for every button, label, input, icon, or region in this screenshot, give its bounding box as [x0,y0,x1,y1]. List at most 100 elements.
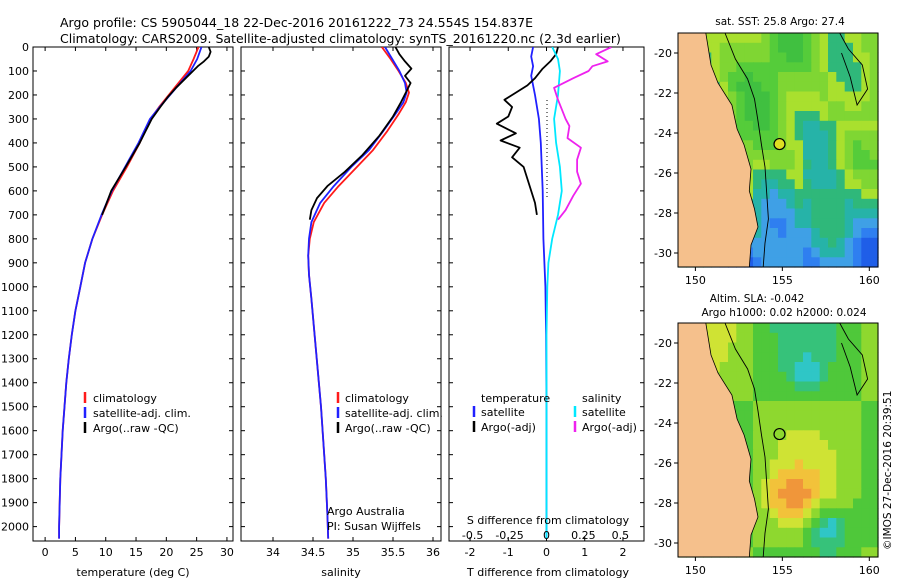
map-cell [811,130,821,141]
map-cell [753,228,762,239]
map-cell [819,218,829,229]
map-cell [761,247,771,258]
map-cell [719,72,729,83]
salinity-xlabel: salinity [321,566,361,579]
map-cell [753,91,762,102]
map-cell [803,198,812,210]
map-cell [719,81,729,93]
map-cell [836,33,846,44]
map-cell [794,440,804,451]
map-cell [778,81,787,93]
map-cell [844,342,854,353]
depth-tick-label: 400 [8,137,29,150]
map-cell [853,111,862,122]
map-cell [803,101,812,112]
map-cell [778,332,787,344]
sla-map-title-line2: Argo h1000: 0.02 h2000: 0.024 [701,307,866,319]
temperature-legend: climatology satellite-adj. clim. Argo(..… [83,392,191,435]
map-cell [794,228,804,239]
map-cell [753,342,762,353]
map-cell [836,440,846,451]
map-cell [811,179,821,190]
map-cell [836,130,846,141]
map-cell [769,449,779,461]
map-cell [761,33,771,44]
map-cell [778,189,787,200]
map-cell [861,218,871,229]
map-cell [828,508,837,519]
map-cell [811,323,821,334]
map-cell [753,247,762,258]
figure-title-line2: Climatology: CARS2009. Satellite-adjuste… [60,31,621,46]
depth-tick-label: 900 [8,257,29,270]
map-cell [786,247,796,258]
map-cell [794,323,804,334]
map-cell [803,342,812,353]
map-cell [761,198,771,210]
map-cell [853,159,862,171]
map-cell [819,257,829,268]
map-cell [803,111,812,122]
map-cell [836,508,846,519]
map-cell [811,527,821,539]
depth-tick-label: 1100 [1,305,29,318]
depth-tick-label: 600 [8,185,29,198]
map-cell [861,247,871,258]
map-cell [761,189,771,200]
map-cell [736,91,746,102]
map-cell [744,150,754,161]
temperature-plot-frame [32,46,234,542]
map-cell [869,159,879,171]
map-cell [853,81,862,93]
s-tick-label: 0.25 [571,529,596,542]
map-cell [803,479,812,490]
map-cell [711,332,721,344]
map-cell [836,228,846,239]
map-cell [853,208,862,219]
map-cell [811,42,821,54]
series-line-s-argo [553,47,612,221]
map-cell [811,508,821,519]
map-cell [828,352,837,363]
s-difference-tick-labels: -0.5 -0.25 0 0.25 0.5 [462,529,629,542]
map-cell [844,498,854,509]
map-cell [778,218,787,229]
map-cell [836,352,846,363]
map-cell [836,498,846,509]
map-cell [794,391,804,402]
map-cell [836,469,846,480]
map-cell [828,401,837,412]
map-cell [853,430,862,441]
map-cell [736,120,746,132]
map-cell [819,120,829,132]
map-cell [853,332,862,344]
map-cell [753,120,762,132]
legend-argo-label: Argo(..raw -QC) [345,422,431,435]
map-cell [828,208,837,219]
map-cell [861,42,871,54]
map-cell [853,469,862,480]
map-cell [786,130,796,141]
map-cell [761,62,771,73]
map-cell [836,189,846,200]
map-cell [769,401,779,412]
map-cell [869,237,879,249]
map-cell [711,33,721,44]
legend-satellite-label: satellite-adj. clim. [93,407,191,420]
map-cell [786,430,796,441]
map-cell [844,391,854,402]
map-cell [728,362,737,373]
map-cell [811,257,821,268]
map-cell [811,150,821,161]
map-cell [736,410,746,422]
map-cell [786,537,796,548]
map-cell [853,371,862,383]
map-cell [869,342,879,353]
map-cell [869,208,879,219]
depth-tick-label: 1700 [1,449,29,462]
map-cell [844,257,854,268]
map-cell [861,459,871,470]
map-cell [769,159,779,171]
map-cell [769,508,779,519]
map-cell [844,371,854,383]
